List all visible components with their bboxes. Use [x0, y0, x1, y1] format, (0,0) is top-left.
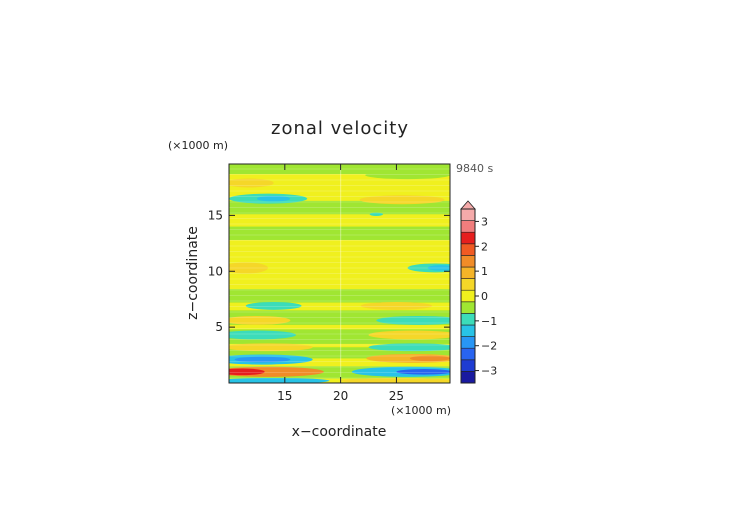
contour-cell — [229, 178, 274, 188]
contour-cell — [229, 330, 296, 340]
contour-cell — [409, 355, 450, 362]
y-axis: 5 10 15 — [208, 208, 450, 334]
contour-band — [229, 347, 450, 359]
contour-band — [229, 200, 450, 215]
colorbar-segment — [460, 278, 476, 291]
contour-cell — [234, 356, 291, 363]
y-tick-label: 5 — [215, 320, 223, 334]
colorbar-segment — [460, 347, 476, 361]
contour-cell — [229, 343, 313, 352]
colorbar-segment — [460, 255, 476, 268]
contour-band — [229, 226, 450, 240]
colorbar-segment — [460, 208, 476, 221]
colorbar-tick-label: −2 — [481, 340, 497, 353]
chart-title: zonal velocity — [271, 118, 409, 139]
contour-cell — [368, 343, 450, 352]
contour-cell — [376, 315, 450, 325]
colorbar-tick-label: −1 — [481, 315, 497, 328]
colorbar-tick-label: −3 — [481, 365, 497, 378]
colorbar-segment — [460, 336, 476, 349]
contour-cell — [359, 195, 445, 205]
contour-cell — [340, 377, 450, 383]
colorbar-extend-arrow — [460, 200, 476, 210]
contour-cell — [427, 265, 450, 271]
cell-gridlines — [229, 164, 450, 383]
x-unit-label: (×1000 m) — [391, 404, 451, 417]
x-tick-label: 15 — [277, 389, 292, 403]
colorbar-tick-label: 2 — [481, 240, 488, 253]
contour-cell — [369, 212, 384, 216]
contour-cell — [360, 301, 433, 310]
contour-cell — [256, 195, 291, 202]
colorbar-tick-label: 1 — [481, 265, 488, 278]
colorbar-segment — [460, 266, 476, 279]
x-tick-label: 20 — [333, 389, 348, 403]
x-axis: 15 20 25 — [277, 164, 404, 403]
contour-cell — [396, 369, 450, 375]
contour-band — [229, 164, 450, 175]
y-tick-label: 10 — [208, 264, 223, 278]
contour-cell — [229, 262, 269, 274]
y-tick-label: 15 — [208, 208, 223, 222]
contour-cell — [368, 330, 450, 340]
y-axis-label: z−coordinate — [185, 226, 201, 320]
contour-band — [229, 247, 450, 268]
x-tick-label: 25 — [389, 389, 404, 403]
contour-fields — [229, 164, 450, 383]
contour-band — [229, 289, 450, 303]
colorbar-tick-label: 3 — [481, 215, 488, 228]
colorbar-segment — [460, 359, 476, 372]
contour-cell — [229, 377, 330, 383]
x-axis-label: x−coordinate — [292, 424, 387, 440]
colorbar-tick-label: 0 — [481, 290, 488, 303]
colorbar-segment — [460, 231, 476, 245]
contour-cell — [414, 289, 450, 296]
colorbar: 3 2 1 0 −1 −2 −3 — [460, 200, 497, 384]
contour-cell — [229, 315, 291, 325]
colorbar-segment — [460, 301, 476, 314]
colorbar-segment — [460, 371, 476, 384]
colorbar-segment — [460, 243, 476, 256]
colorbar-segment — [460, 313, 476, 326]
plot-frame — [228, 163, 451, 384]
colorbar-segment — [460, 324, 476, 337]
contour-band — [229, 180, 450, 191]
time-label: 9840 s — [456, 162, 493, 175]
contour-cell — [365, 171, 450, 180]
contour-cell — [229, 368, 265, 376]
colorbar-segment — [460, 220, 476, 233]
y-unit-label: (×1000 m) — [168, 139, 228, 152]
contour-cell — [245, 301, 302, 310]
colorbar-segment — [460, 289, 476, 303]
plot-area — [228, 163, 451, 384]
